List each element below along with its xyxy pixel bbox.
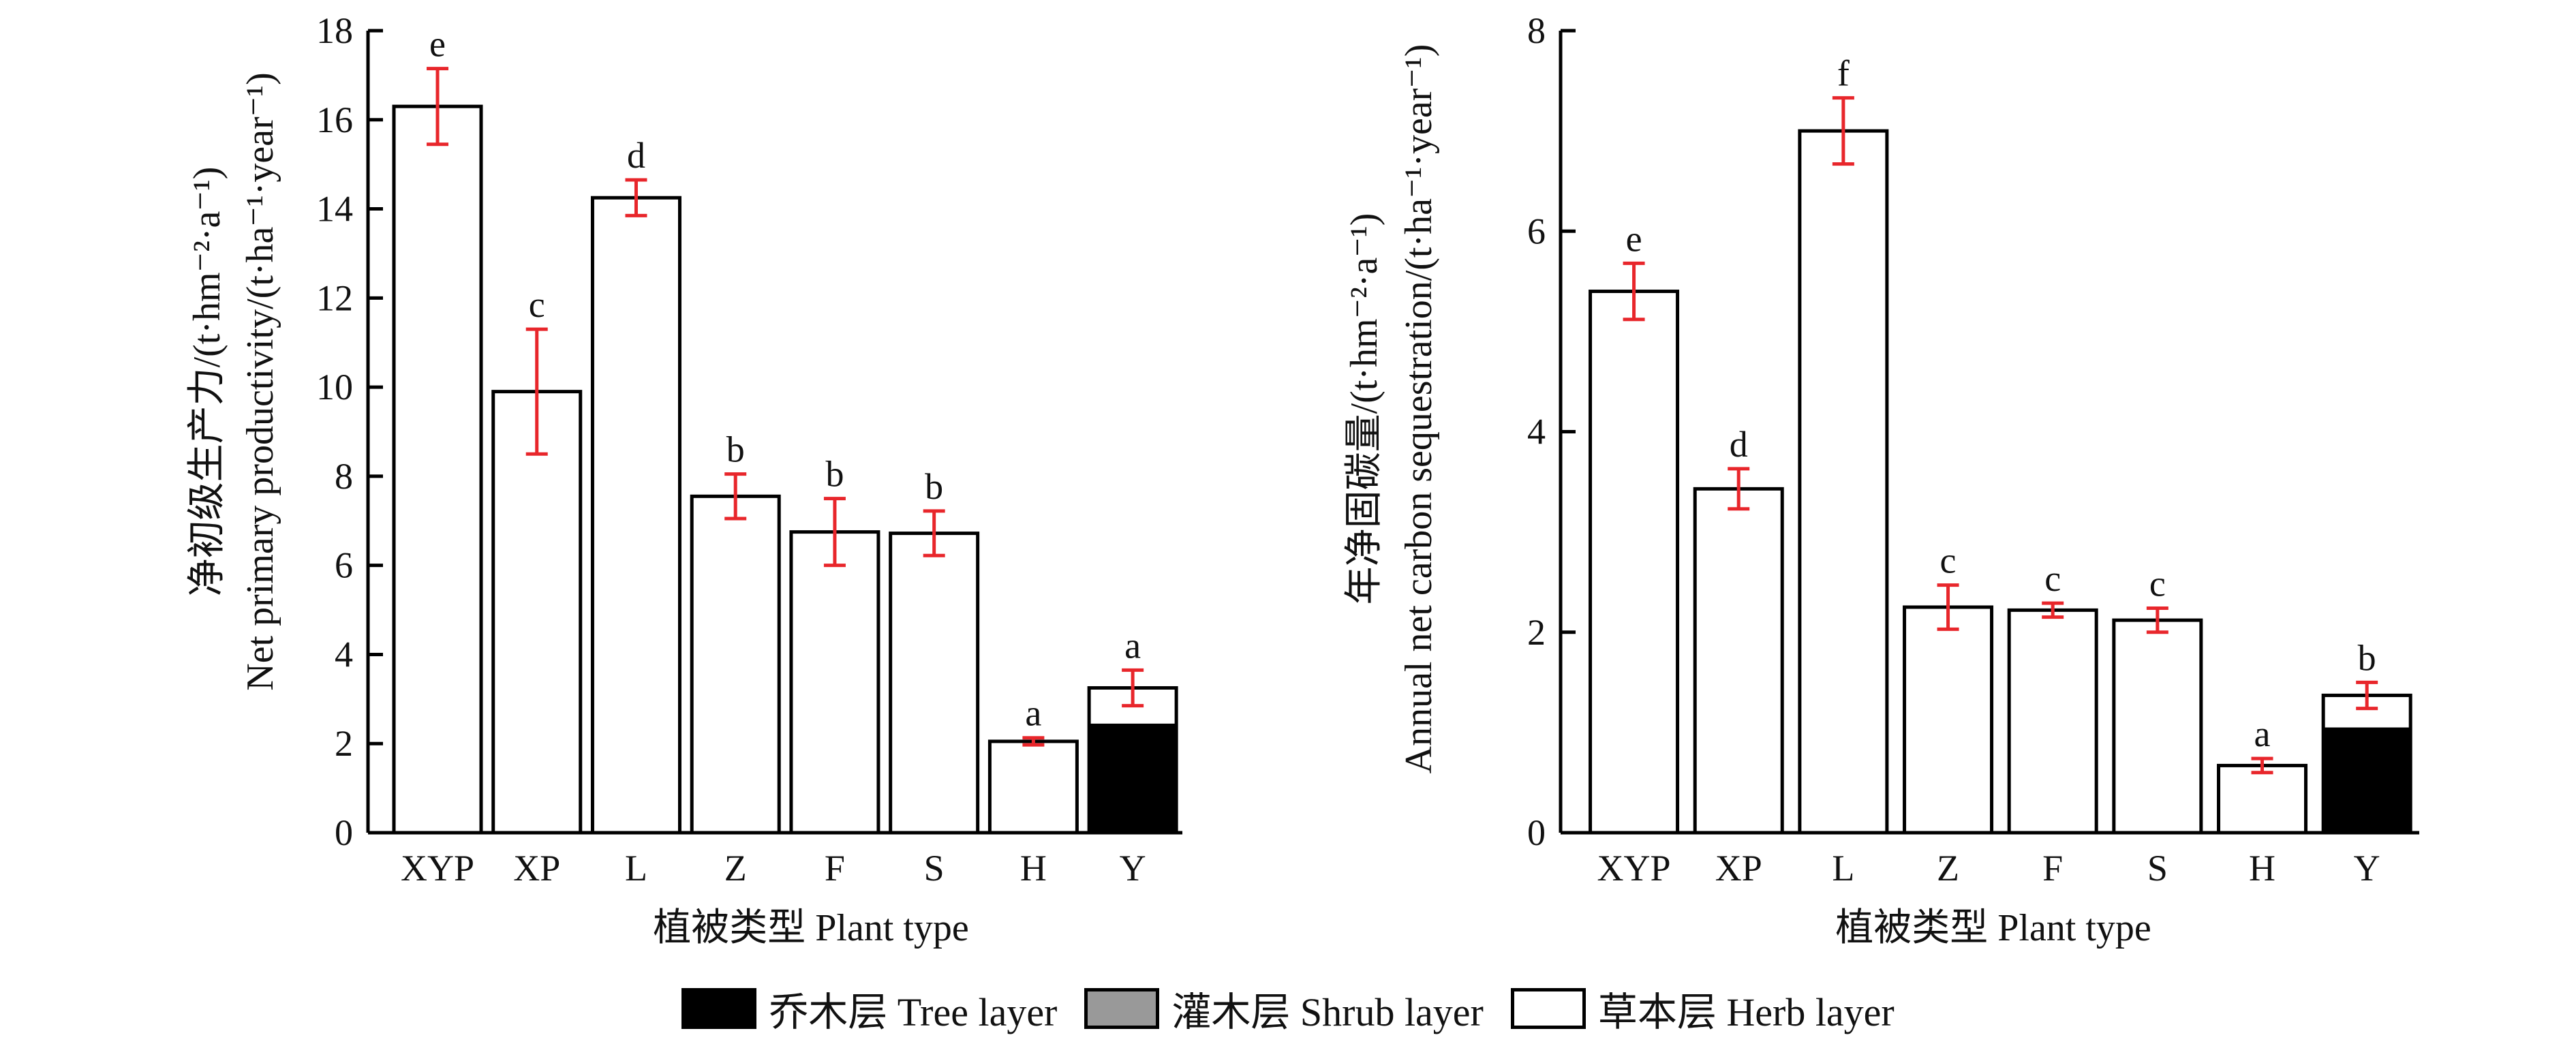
npp-significance-h: a <box>1025 693 1041 734</box>
carbon-y-tick-label: 0 <box>1527 812 1546 853</box>
npp-bar-y-tree <box>1089 723 1177 833</box>
legend-label-shrub: 灌木层 Shrub layer <box>1171 990 1484 1034</box>
carbon-x-tick-label: H <box>2249 848 2275 889</box>
carbon-significance-xyp: e <box>1626 218 1642 259</box>
carbon-bar-y-tree <box>2323 727 2411 833</box>
npp-y-tick-label: 14 <box>316 189 353 230</box>
carbon-significance-l: f <box>1837 53 1850 94</box>
carbon-y-label-en: Annual net carbon sequestration/(t·ha⁻¹·… <box>1398 44 1440 774</box>
carbon-y-label-cn: 年净固碳量/(t·hm⁻²·a⁻¹) <box>1343 213 1385 605</box>
npp-bar-xp-herb <box>493 391 581 833</box>
npp-x-label: 植被类型 Plant type <box>653 907 969 949</box>
legend-swatch-tree <box>681 988 757 1029</box>
npp-significance-xp: c <box>529 284 545 325</box>
npp-bar-h-herb <box>990 741 1077 833</box>
legend-item-herb: 草本层 Herb layer <box>1510 980 1895 1037</box>
npp-y-tick-label: 12 <box>316 277 353 318</box>
carbon-x-tick-label: Z <box>1937 848 1959 889</box>
npp-significance-s: b <box>925 466 943 507</box>
npp-significance-z: b <box>726 429 745 470</box>
npp-bar-l-herb <box>592 198 680 833</box>
npp-y-tick-label: 8 <box>335 456 353 497</box>
carbon-bar-f-herb <box>2009 610 2097 833</box>
npp-significance-l: d <box>627 135 645 176</box>
npp-chart: 0 2 4 6 8 10 12 14 16 18 净初级生产力/(t·hm⁻²·a⁻¹) Net pr… <box>186 10 1182 949</box>
carbon-bar-xp-herb <box>1695 489 1783 833</box>
carbon-x-label: 植被类型 Plant type <box>1835 907 2151 949</box>
npp-y-tick-label: 16 <box>316 99 353 140</box>
carbon-x-tick-label: XP <box>1715 848 1762 889</box>
carbon-bar-h-herb <box>2218 765 2306 833</box>
npp-x-tick-label: XYP <box>401 848 474 889</box>
carbon-x-tick-label: XYP <box>1597 848 1671 889</box>
npp-y-tick-label: 0 <box>335 812 353 853</box>
legend: 乔木层 Tree layer 灌木层 Shrub layer 草本层 Herb … <box>0 974 2576 1043</box>
npp-x-tick-label: S <box>924 848 945 889</box>
carbon-y-tick-label: 2 <box>1527 612 1546 653</box>
legend-swatch-herb <box>1510 988 1586 1029</box>
carbon-significance-y: b <box>2358 637 2376 678</box>
npp-significance-xyp: e <box>429 24 446 65</box>
npp-y-tick-label: 4 <box>335 634 353 675</box>
carbon-significance-xp: d <box>1730 424 1748 465</box>
carbon-significance-f: c <box>2044 558 2061 599</box>
carbon-bar-l-herb <box>1799 131 1887 833</box>
legend-label-tree: 乔木层 Tree layer <box>769 990 1058 1034</box>
legend-item-tree: 乔木层 Tree layer <box>681 980 1057 1037</box>
npp-x-tick-label: H <box>1020 848 1047 889</box>
carbon-significance-h: a <box>2254 713 2271 754</box>
npp-x-tick-label: XP <box>513 848 560 889</box>
carbon-bar-xyp-herb <box>1590 291 1678 833</box>
npp-x-tick-label: Y <box>1120 848 1146 889</box>
npp-x-tick-label: F <box>825 848 845 889</box>
npp-y-tick-label: 6 <box>335 545 353 586</box>
legend-item-shrub: 灌木层 Shrub layer <box>1084 980 1484 1037</box>
carbon-significance-s: c <box>2149 563 2166 604</box>
npp-significance-f: b <box>825 454 844 495</box>
carbon-bar-s-herb <box>2113 620 2201 833</box>
carbon-x-tick-label: F <box>2042 848 2063 889</box>
npp-x-tick-label: Z <box>724 848 747 889</box>
npp-y-tick-label: 18 <box>316 10 353 51</box>
carbon-x-tick-label: L <box>1832 848 1854 889</box>
carbon-sequestration-chart: 0 2 4 6 8 年净固碳量/(t·hm⁻²·a⁻¹) Annual net carbon… <box>1343 10 2419 949</box>
carbon-bar-z-herb <box>1904 606 1992 833</box>
carbon-x-tick-label: Y <box>2354 848 2380 889</box>
npp-bar-z-herb <box>692 496 780 833</box>
legend-swatch-shrub <box>1084 988 1160 1029</box>
carbon-y-tick-label: 4 <box>1527 412 1546 452</box>
npp-significance-y: a <box>1124 625 1141 666</box>
legend-label-herb: 草本层 Herb layer <box>1597 990 1895 1034</box>
carbon-y-tick-label: 6 <box>1527 211 1546 251</box>
carbon-x-tick-label: S <box>2147 848 2168 889</box>
npp-x-tick-label: L <box>625 848 647 889</box>
npp-y-label-cn: 净初级生产力/(t·hm⁻²·a⁻¹) <box>186 167 228 597</box>
npp-y-label-en: Net primary productivity/(t·ha⁻¹·year⁻¹) <box>239 72 281 690</box>
npp-y-tick-label: 10 <box>316 367 353 407</box>
npp-y-tick-label: 2 <box>335 723 353 764</box>
npp-bar-f-herb <box>791 532 878 833</box>
npp-bar-xyp-herb <box>394 106 482 833</box>
npp-bar-s-herb <box>890 533 978 833</box>
carbon-significance-z: c <box>1940 540 1957 581</box>
carbon-y-tick-label: 8 <box>1527 10 1546 51</box>
